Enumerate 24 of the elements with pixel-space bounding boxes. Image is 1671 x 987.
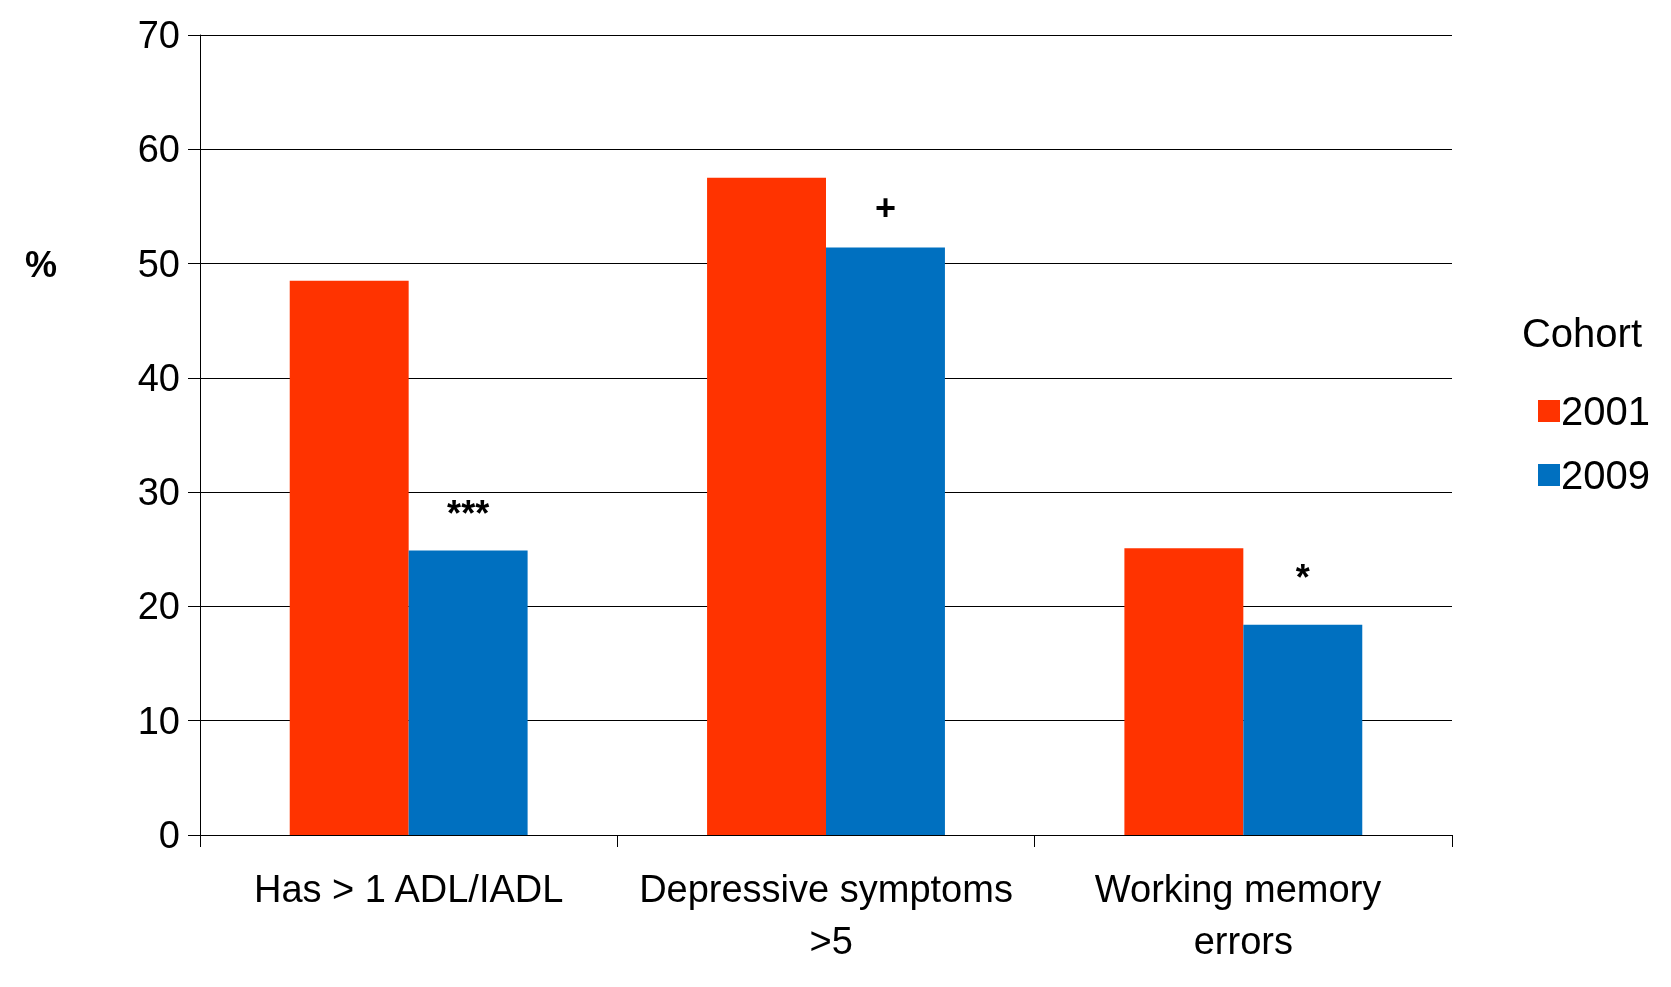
x-tick-label: Has > 1 ADL/IADL	[253, 868, 564, 910]
y-axis-title: %	[25, 243, 58, 285]
bar	[289, 280, 409, 835]
bar	[1124, 548, 1244, 835]
bar	[826, 247, 945, 835]
bar	[408, 550, 528, 835]
y-tick-label: 0	[158, 814, 180, 856]
annotation: ***	[447, 493, 490, 535]
y-tick-label: 60	[137, 128, 180, 171]
legend-label: 2001	[1561, 389, 1650, 433]
y-tick-label: 50	[137, 242, 180, 285]
legend-title: Cohort	[1521, 311, 1642, 355]
y-tick-label: 70	[137, 14, 180, 56]
legend-label: 2009	[1561, 453, 1650, 497]
x-tick-label: Working memory errors	[1094, 868, 1392, 962]
annotation: *	[1295, 557, 1310, 599]
y-tick-label: 10	[137, 699, 180, 742]
y-tick-label: 40	[137, 356, 180, 399]
bar	[707, 177, 826, 835]
y-tick-label: 20	[137, 585, 180, 628]
bar	[1243, 624, 1363, 835]
annotation: +	[874, 187, 896, 229]
y-tick-label: 30	[137, 471, 180, 514]
x-tick-label: Depressive symptoms >5	[639, 868, 1013, 962]
